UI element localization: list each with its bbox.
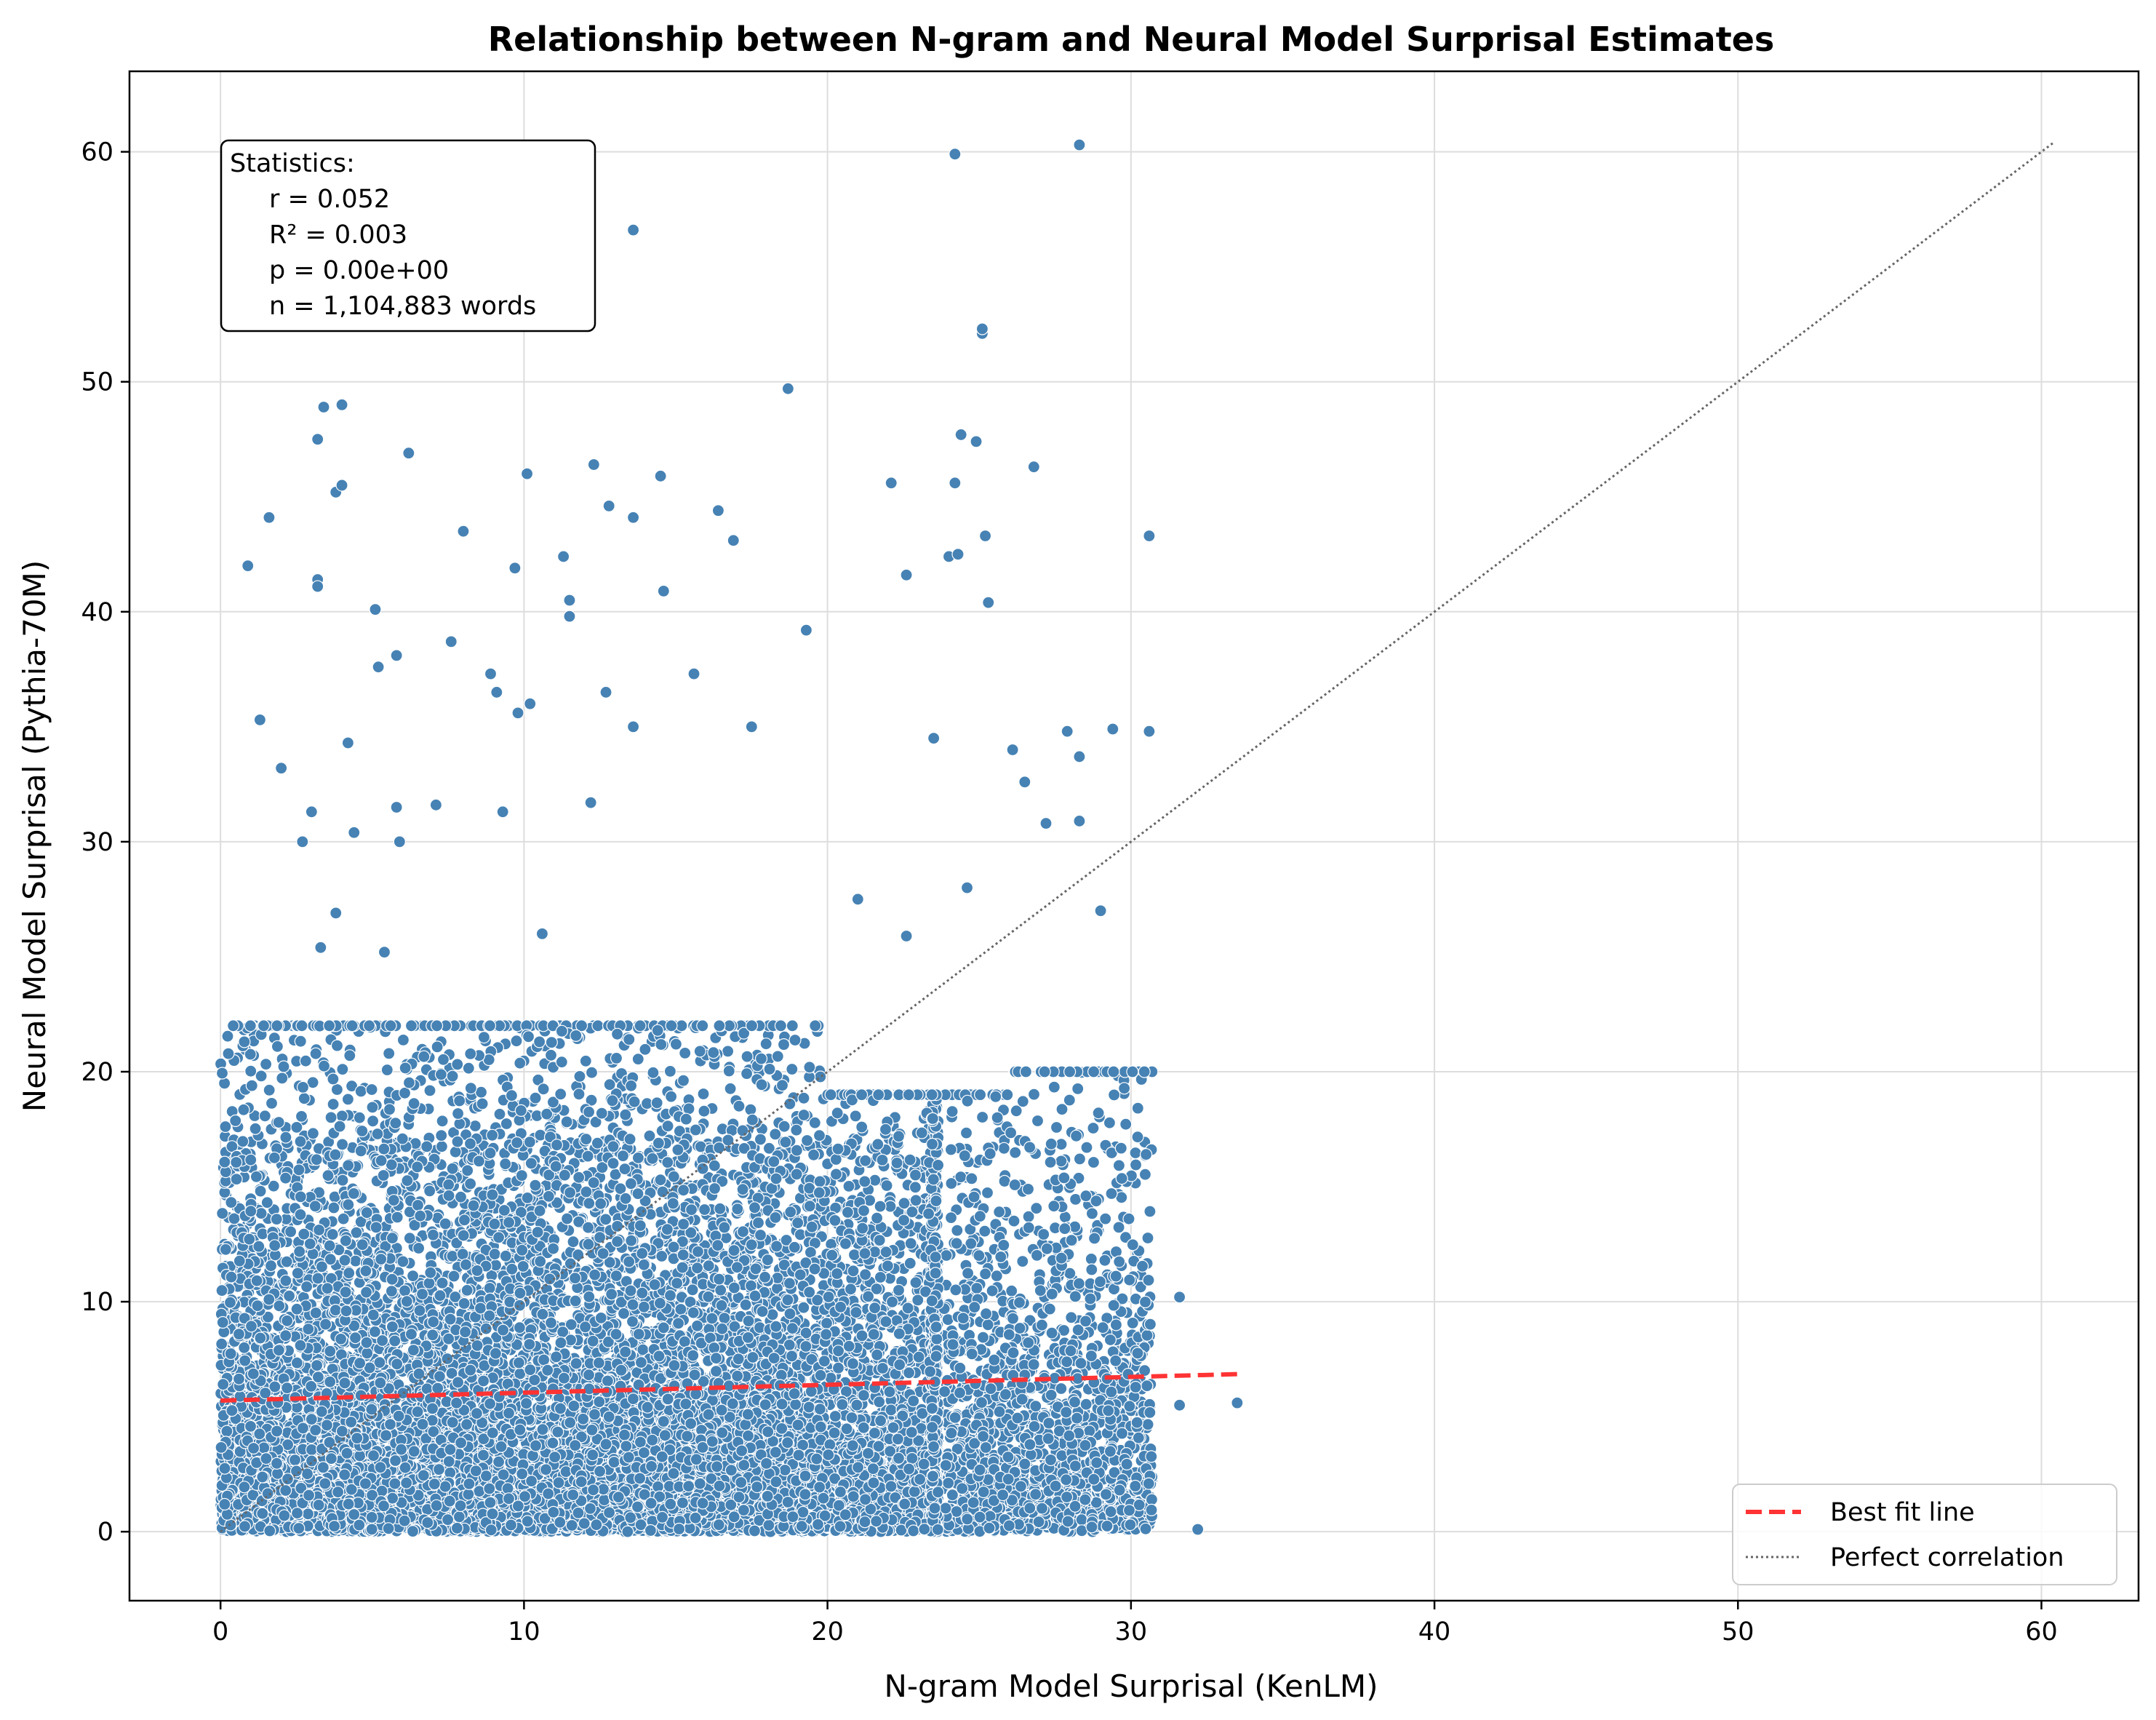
scatter-point (721, 1045, 735, 1058)
scatter-points-dense (214, 1019, 1159, 1538)
scatter-point (786, 1062, 799, 1076)
scatter-point (744, 1103, 757, 1116)
scatter-point (1138, 1168, 1152, 1181)
scatter-point (449, 1145, 462, 1158)
scatter-point (1131, 1102, 1144, 1115)
scatter-point (679, 1046, 692, 1060)
scatter-point (468, 1119, 482, 1133)
scatter-point (255, 1070, 268, 1083)
scatter-point (855, 1120, 869, 1134)
chart-title: Relationship between N-gram and Neural M… (488, 20, 1775, 59)
scatter-point (1143, 1205, 1157, 1218)
scatter-point (1069, 1193, 1082, 1206)
scatter-point (1126, 1316, 1139, 1330)
scatter-point (280, 1255, 293, 1268)
scatter-point (579, 1054, 592, 1067)
scatter-point (585, 1094, 598, 1107)
scatter-point (740, 1050, 754, 1063)
scatter-point (981, 1186, 994, 1200)
scatter-point (1087, 1155, 1101, 1169)
scatter-point (663, 1064, 677, 1078)
scatter-point (341, 1093, 354, 1106)
scatter-point (1030, 1202, 1043, 1215)
scatter-point (545, 1035, 558, 1049)
scatter-point (477, 1030, 491, 1044)
scatter-point (453, 1117, 466, 1131)
scatter-point (967, 1190, 981, 1203)
scatter-point (1122, 1212, 1135, 1225)
scatter-point (771, 1050, 784, 1063)
scatter-point (786, 1019, 799, 1032)
scatter-point (1069, 1129, 1083, 1142)
scatter-point (998, 1174, 1011, 1188)
scatter-point (1071, 1082, 1085, 1096)
scatter-point (639, 1043, 652, 1056)
scatter-point (997, 1142, 1010, 1155)
scatter-point (1031, 1114, 1045, 1128)
scatter-point (724, 1082, 737, 1095)
scatter-point (218, 1077, 231, 1090)
scatter-point (396, 1033, 410, 1047)
scatter-point (353, 1111, 366, 1124)
scatter-point (1047, 1080, 1061, 1094)
scatter-point (383, 1047, 396, 1060)
